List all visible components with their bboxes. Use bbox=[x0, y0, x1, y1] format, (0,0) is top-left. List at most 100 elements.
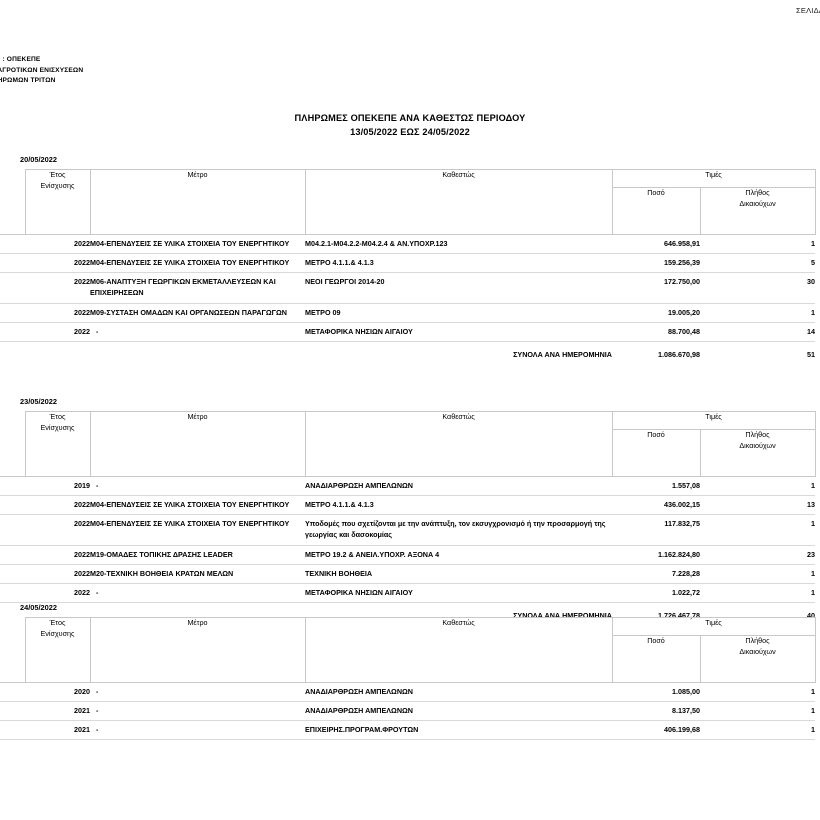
cell-beneficiaries: 13 bbox=[700, 495, 815, 516]
column-header-kathestos: Καθεστώς bbox=[304, 617, 613, 683]
cell-year: 2022 bbox=[25, 564, 90, 584]
column-header-year: Έτος Ενίσχυσης bbox=[24, 617, 91, 683]
table-body: 2019- ΑΝΑΔΙΑΡΘΡΩΣΗ ΑΜΠΕΛΩΝΩΝ 1.557,08 1 2022… bbox=[0, 476, 815, 625]
cell-beneficiaries: 1 bbox=[700, 303, 815, 323]
cell-amount: 172.750,00 bbox=[612, 272, 700, 304]
column-header-metro: Μέτρο bbox=[89, 411, 306, 477]
table-header: Έτος Ενίσχυσης Μέτρο Καθεστώς Τιμές Ποσό Πλήθο… bbox=[0, 617, 816, 684]
table-header: Έτος Ενίσχυσης Μέτρο Καθεστώς Τιμές Ποσό Πλήθο… bbox=[0, 169, 816, 236]
cell-year: 2022 bbox=[25, 545, 90, 565]
column-header-amount: Ποσό bbox=[611, 634, 701, 684]
column-header-year-line1: Έτος bbox=[49, 412, 66, 421]
column-header-beneficiaries: Πλήθος Δικαιούχων bbox=[699, 634, 816, 684]
table-header-row-primary: Έτος Ενίσχυσης Μέτρο Καθεστώς Τιμές bbox=[0, 169, 816, 235]
cell-amount: 159.256,39 bbox=[612, 253, 700, 274]
cell-year: 2022 bbox=[25, 303, 90, 323]
cell-kathestos: ΑΝΑΔΙΑΡΘΡΩΣΗ ΑΜΠΕΛΩΝΩΝ bbox=[305, 476, 612, 497]
column-header-year-line1: Έτος bbox=[49, 618, 66, 627]
column-header-year-line2: Ενίσχυσης bbox=[40, 628, 75, 638]
column-header-year: Έτος Ενίσχυσης bbox=[24, 169, 91, 235]
column-header-beneficiaries-line1: Πλήθος bbox=[745, 187, 770, 197]
section-date-line: Ημερομηνία24/05/2022 bbox=[0, 603, 820, 617]
cell-metro: - bbox=[90, 720, 305, 741]
column-header-values-group: Τιμές bbox=[611, 411, 816, 430]
section-date-line: Ημερομηνία20/05/2022 bbox=[0, 155, 820, 169]
column-header-amount: Ποσό bbox=[611, 186, 701, 236]
cell-kathestos: ΜΕΤΡΟ 4.1.1.& 4.1.3 bbox=[305, 253, 612, 274]
cell-kathestos: ΜΕΤΡΟ 09 bbox=[305, 303, 612, 323]
cell-year: 2022 bbox=[25, 234, 90, 255]
page-number-label: ΣΕΛΙΔΑ bbox=[796, 6, 820, 15]
cell-year: 2020 bbox=[25, 682, 90, 703]
table-body: 2022 Μ04-ΕΠΕΝΔΥΣΕΙΣ ΣΕ ΥΛΙΚΑ ΣΤΟΙΧΕΙΑ ΤΟΥ… bbox=[0, 234, 815, 363]
letterhead-line-1: ΟΡΓΑΝΙΣΜΟΣ ΠΛΗΡΩΜΩΝ : ΟΠΕΚΕΠΕ bbox=[0, 56, 41, 63]
cell-beneficiaries: 1 bbox=[700, 701, 815, 722]
column-header-year-line1: Έτος bbox=[49, 170, 66, 179]
totals-row: ΣΥΝΟΛΑ ΑΝΑ ΗΜΕΡΟΜΗΝΙΑ 1.726.467,78 40 bbox=[0, 603, 815, 625]
section-date-line: Ημερομηνία23/05/2022 bbox=[0, 397, 820, 411]
table-header-row-primary: Έτος Ενίσχυσης Μέτρο Καθεστώς Τιμές bbox=[0, 411, 816, 477]
table-row: 2022 Μ04-ΕΠΕΝΔΥΣΕΙΣ ΣΕ ΥΛΙΚΑ ΣΤΟΙΧΕΙΑ ΤΟΥ… bbox=[0, 495, 815, 516]
header-spacer-cell bbox=[0, 617, 25, 683]
cell-kathestos: ΕΠΙΧΕΙΡΗΣ.ΠΡΟΓΡΑΜ.ΦΡΟΥΤΩΝ bbox=[305, 720, 612, 741]
table-row: 2021- ΕΠΙΧΕΙΡΗΣ.ΠΡΟΓΡΑΜ.ΦΡΟΥΤΩΝ 406.199,68… bbox=[0, 720, 815, 741]
cell-year: 2022 bbox=[25, 495, 90, 516]
row-spacer-cell bbox=[0, 322, 25, 342]
table-row: 2022 Μ09-ΣΥΣΤΑΣΗ ΟΜΑΔΩΝ ΚΑΙ ΟΡΓΑΝΩΣΕΩΝ ΠΑ… bbox=[0, 303, 815, 323]
cell-year: 2021 bbox=[25, 720, 90, 741]
row-spacer-cell bbox=[0, 514, 25, 546]
cell-beneficiaries: 1 bbox=[700, 476, 815, 497]
cell-metro: - bbox=[90, 701, 305, 722]
column-header-values-group: Τιμές bbox=[611, 617, 816, 636]
column-header-kathestos: Καθεστώς bbox=[304, 411, 613, 477]
letterhead-line-2: ΔΙΕΥΘΥΝΣΗ ΠΛΗΡΩΜΩΝ ΑΓΡΟΤΙΚΩΝ ΕΝΙΣΧΥΣΕΩΝ bbox=[0, 66, 84, 74]
cell-year: 2022 bbox=[25, 272, 90, 304]
cell-amount: 1.085,00 bbox=[612, 682, 700, 703]
cell-metro: Μ04-ΕΠΕΝΔΥΣΕΙΣ ΣΕ ΥΛΙΚΑ ΣΤΟΙΧΕΙΑ ΤΟΥ ΕΝΕ… bbox=[90, 514, 305, 546]
cell-beneficiaries: 14 bbox=[700, 322, 815, 342]
cell-year: 2022 bbox=[25, 583, 90, 604]
cell-amount: 646.958,91 bbox=[612, 234, 700, 255]
cell-metro: Μ04-ΕΠΕΝΔΥΣΕΙΣ ΣΕ ΥΛΙΚΑ ΣΤΟΙΧΕΙΑ ΤΟΥ ΕΝΕ… bbox=[90, 495, 305, 516]
date-section: Ημερομηνία24/05/2022ΈτοςΕνίσχυσηςΜέτροΚα… bbox=[0, 603, 820, 741]
totals-amount: 1.726.467,78 bbox=[658, 611, 700, 621]
cell-beneficiaries: 1 bbox=[700, 682, 815, 703]
column-header-beneficiaries: Πλήθος Δικαιούχων bbox=[699, 428, 816, 478]
column-header-amount: Ποσό bbox=[611, 428, 701, 478]
document-title: ΠΛΗΡΩΜΕΣ ΟΠΕΚΕΠΕ ΑΝΑ ΚΑΘΕΣΤΩΣ ΠΕΡΙΟΔΟΥ 1… bbox=[0, 112, 820, 140]
row-spacer-cell bbox=[0, 303, 25, 323]
table-row: 2020- ΑΝΑΔΙΑΡΘΡΩΣΗ ΑΜΠΕΛΩΝΩΝ 1.085,00 1 bbox=[0, 682, 815, 703]
cell-kathestos: Υποδομές που σχετίζονται με την ανάπτυξη… bbox=[305, 514, 612, 546]
cell-metro: - bbox=[90, 476, 305, 497]
table-header-row-secondary: Ποσό Πλήθος Δικαιούχων bbox=[0, 186, 816, 236]
cell-metro: Μ09-ΣΥΣΤΑΣΗ ΟΜΑΔΩΝ ΚΑΙ ΟΡΓΑΝΩΣΕΩΝ ΠΑΡΑΓΩ… bbox=[90, 303, 305, 323]
column-header-year: Έτος Ενίσχυσης bbox=[24, 411, 91, 477]
cell-metro: - bbox=[90, 682, 305, 703]
table-row: 2022 Μ04-ΕΠΕΝΔΥΣΕΙΣ ΣΕ ΥΛΙΚΑ ΣΤΟΙΧΕΙΑ ΤΟΥ… bbox=[0, 514, 815, 546]
cell-amount: 117.832,75 bbox=[612, 514, 700, 546]
row-spacer-cell bbox=[0, 545, 25, 565]
row-spacer-cell bbox=[0, 253, 25, 274]
letterhead-line-4: ΓΡΑΦΕΙΟ ΠΛΗΡΩΜΩΝ bbox=[0, 87, 83, 98]
date-section: Ημερομηνία23/05/2022ΈτοςΕνίσχυσηςΜέτροΚα… bbox=[0, 397, 820, 624]
row-spacer-cell bbox=[0, 234, 25, 255]
section-date-value: 23/05/2022 bbox=[20, 397, 57, 406]
column-header-beneficiaries-line2: Δικαιούχων bbox=[739, 440, 776, 450]
header-spacer-cell bbox=[0, 411, 25, 477]
column-header-year-line2: Ενίσχυσης bbox=[40, 180, 75, 190]
cell-amount: 88.700,48 bbox=[612, 322, 700, 342]
cell-amount: 406.199,68 bbox=[612, 720, 700, 741]
row-spacer-cell bbox=[0, 701, 25, 722]
cell-kathestos: ΜΕΤΡΟ 19.2 & ΑΝΕΙΛ.ΥΠΟΧΡ. ΑΞΟΝΑ 4 bbox=[305, 545, 612, 565]
cell-year: 2022 bbox=[25, 514, 90, 546]
cell-metro: Μ06-ΑΝΑΠΤΥΞΗ ΓΕΩΡΓΙΚΩΝ ΕΚΜΕΤΑΛΛΕΥΣΕΩΝ ΚΑ… bbox=[90, 272, 305, 304]
column-header-values-group: Τιμές bbox=[611, 169, 816, 188]
cell-year: 2022 bbox=[25, 253, 90, 274]
cell-beneficiaries: 1 bbox=[700, 720, 815, 741]
cell-beneficiaries: 23 bbox=[700, 545, 815, 565]
cell-metro: - bbox=[90, 583, 305, 604]
row-spacer-cell bbox=[0, 495, 25, 516]
cell-beneficiaries: 1 bbox=[700, 583, 815, 604]
cell-beneficiaries: 1 bbox=[700, 514, 815, 546]
cell-kathestos: ΑΝΑΔΙΑΡΘΡΩΣΗ ΑΜΠΕΛΩΝΩΝ bbox=[305, 701, 612, 722]
